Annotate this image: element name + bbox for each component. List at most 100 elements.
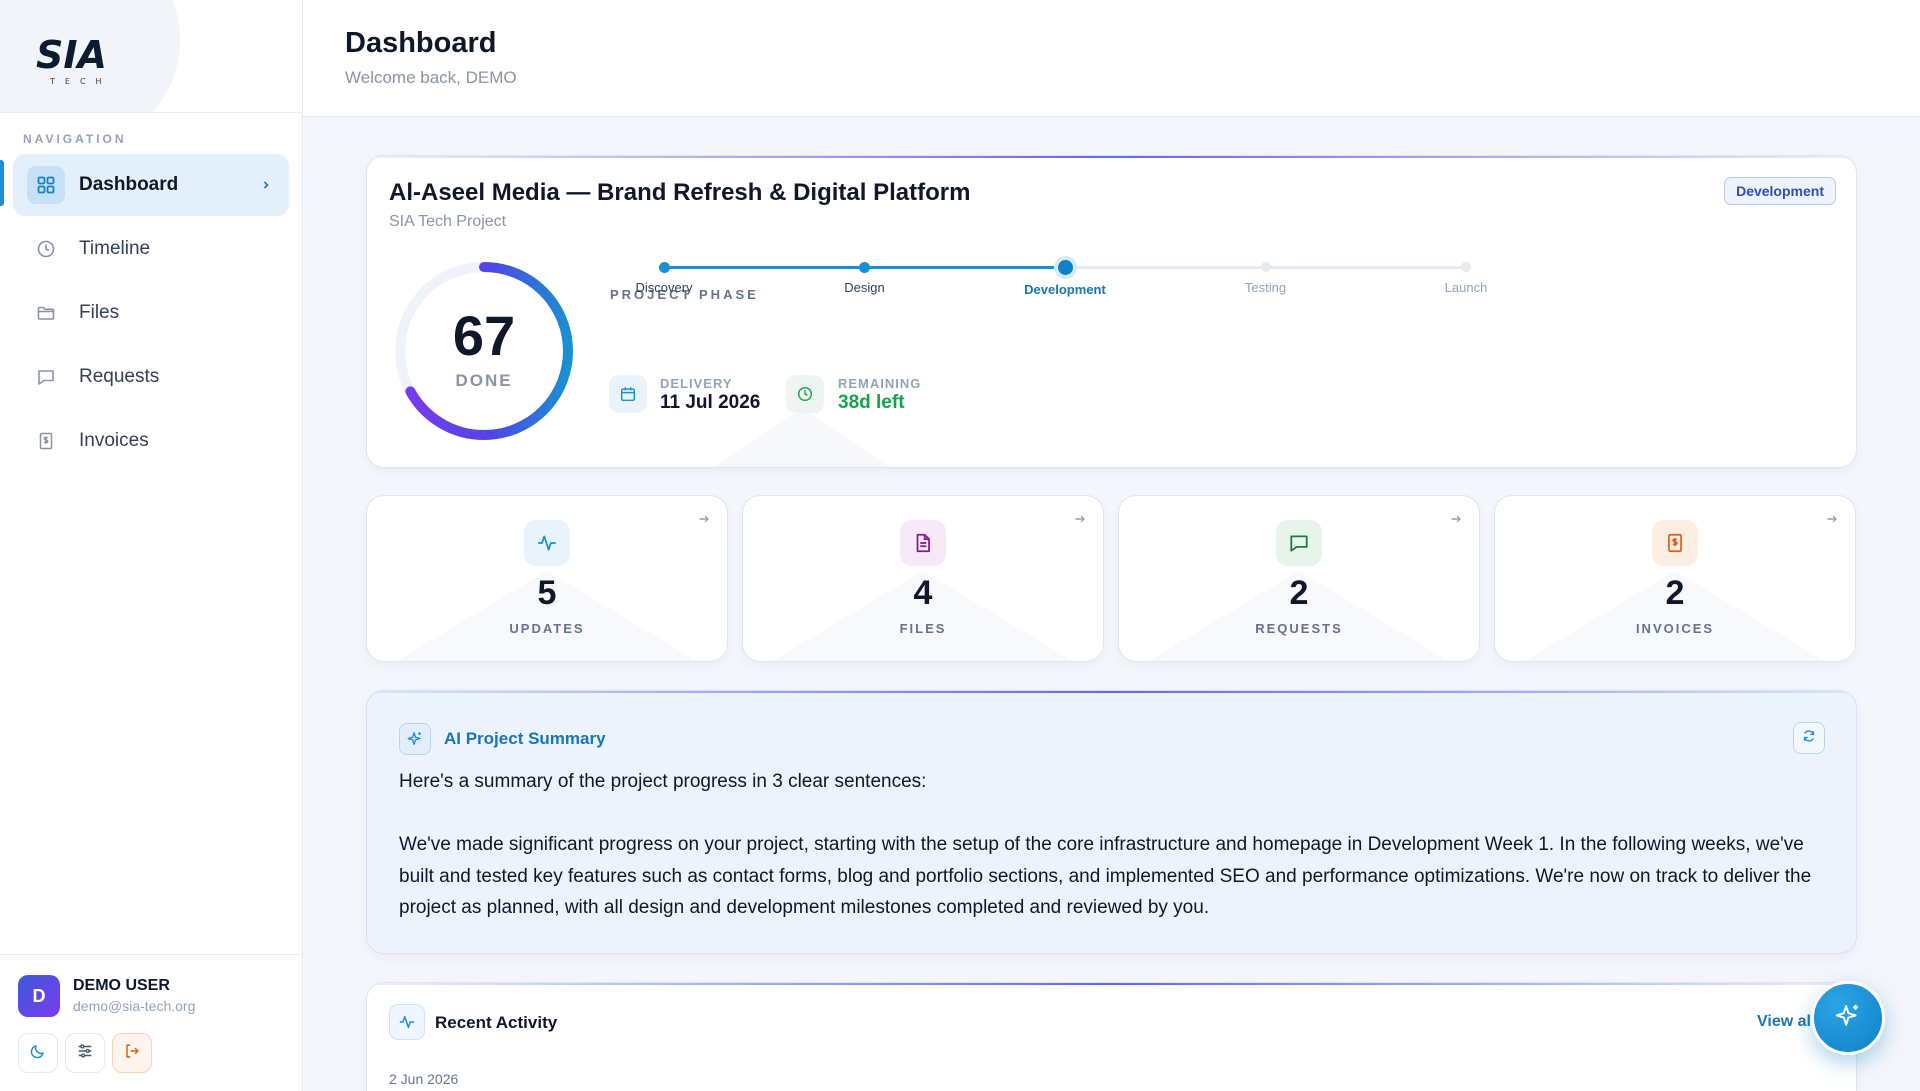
- theme-toggle-button[interactable]: [18, 1033, 58, 1073]
- logo-area: SIA TECH: [0, 0, 303, 113]
- sliders-icon: [76, 1042, 94, 1065]
- refresh-icon: [1801, 728, 1817, 749]
- remaining-label: REMAINING: [838, 376, 922, 391]
- arrow-right-icon: [698, 512, 710, 528]
- stat-label: FILES: [899, 621, 947, 636]
- arrow-right-icon: [1450, 512, 1462, 528]
- user-panel: D DEMO USER demo@sia-tech.org: [0, 954, 303, 1091]
- folder-icon: [27, 294, 65, 332]
- recent-activity-card: Recent Activity View all 2 Jun 2026: [366, 982, 1857, 1091]
- decorative-shape: [1525, 571, 1825, 661]
- phase-label: Launch: [1444, 280, 1488, 295]
- sidebar-item-dashboard[interactable]: Dashboard: [13, 154, 289, 216]
- phase-heading: PROJECT PHASE: [610, 287, 759, 302]
- progress-ring-arc: [395, 262, 573, 440]
- logout-button[interactable]: [112, 1033, 152, 1073]
- clock-icon: [786, 375, 824, 413]
- page-title: Dashboard: [345, 27, 497, 59]
- progress-label: DONE: [455, 371, 513, 390]
- moon-icon: [29, 1042, 47, 1065]
- sidebar-item-requests[interactable]: Requests: [13, 346, 289, 408]
- project-subtitle: SIA Tech Project: [389, 213, 507, 230]
- progress-value: 67: [452, 304, 516, 367]
- phase-dot-design: [859, 261, 870, 273]
- stat-label: UPDATES: [509, 621, 585, 636]
- user-email: demo@sia-tech.org: [73, 998, 196, 1014]
- settings-button[interactable]: [65, 1033, 105, 1073]
- ai-assistant-button[interactable]: [1811, 981, 1885, 1055]
- arrow-right-icon: [1826, 512, 1838, 528]
- logout-icon: [123, 1042, 141, 1065]
- sidebar-item-label: Dashboard: [79, 174, 179, 195]
- view-all-link[interactable]: View all: [1757, 1013, 1816, 1030]
- decorative-shape: [1149, 571, 1449, 661]
- sparkles-icon: [1833, 1001, 1863, 1036]
- page-subtitle: Welcome back, DEMO: [345, 68, 517, 87]
- phase-dot-discovery: [658, 261, 670, 273]
- stat-value: 5: [537, 574, 557, 612]
- chevron-right-icon: [261, 177, 271, 194]
- sidebar-item-timeline[interactable]: Timeline: [13, 218, 289, 280]
- decorative-shape: [397, 571, 697, 661]
- sidebar-item-invoices[interactable]: Invoices: [13, 410, 289, 472]
- clock-icon: [27, 230, 65, 268]
- logo-text: SIA: [36, 33, 107, 77]
- sidebar-item-label: Files: [79, 302, 120, 323]
- project-card: Al-Aseel Media — Brand Refresh & Digital…: [366, 155, 1857, 468]
- nav-heading: NAVIGATION: [23, 132, 127, 146]
- delivery-label: DELIVERY: [660, 376, 733, 391]
- stat-card-files[interactable]: 4 FILES: [742, 495, 1104, 662]
- stat-card-updates[interactable]: 5 UPDATES: [366, 495, 728, 662]
- page-header: Dashboard Welcome back, DEMO: [303, 0, 1920, 117]
- user-name: DEMO USER: [73, 977, 170, 994]
- phase-label: Development: [1024, 282, 1106, 297]
- calendar-icon: [609, 375, 647, 413]
- status-badge: Development: [1724, 177, 1836, 205]
- logo[interactable]: SIA TECH: [36, 36, 112, 86]
- phase-connector: [664, 266, 865, 269]
- delivery-date: 11 Jul 2026: [660, 392, 761, 413]
- phase-label: Discovery: [635, 280, 693, 295]
- decorative-shape: [712, 409, 892, 467]
- ai-summary-card: AI Project Summary Here's a summary of t…: [366, 690, 1857, 954]
- logo-glow: [0, 0, 180, 112]
- project-title: Al-Aseel Media — Brand Refresh & Digital…: [389, 179, 971, 206]
- phase-connector: [864, 266, 1065, 269]
- phase-dot-development: [1057, 259, 1073, 275]
- ai-summary-title: AI Project Summary: [444, 729, 606, 748]
- stat-value: 2: [1665, 574, 1685, 612]
- phase-dot-launch: [1461, 262, 1471, 272]
- card-accent-line: [367, 156, 1856, 158]
- remaining-value: 38d left: [838, 392, 905, 413]
- sidebar-item-label: Timeline: [79, 238, 151, 259]
- progress-ring: [395, 262, 573, 440]
- phase-dot-testing: [1260, 262, 1271, 272]
- message-icon: [27, 358, 65, 396]
- avatar[interactable]: D: [18, 975, 60, 1017]
- ai-summary-body: We've made significant progress on your …: [399, 834, 1812, 918]
- sidebar: SIA TECH NAVIGATION Dashboard Timeline F…: [0, 0, 303, 1091]
- stat-card-requests[interactable]: 2 REQUESTS: [1118, 495, 1480, 662]
- activity-date: 2 Jun 2026: [389, 1071, 459, 1087]
- phase-label: Design: [844, 280, 885, 295]
- message-icon: [1276, 520, 1322, 566]
- phase-connector: [1265, 266, 1466, 269]
- activity-icon: [389, 1004, 425, 1040]
- grid-icon: [27, 166, 65, 204]
- ai-summary-intro: Here's a summary of the project progress…: [399, 771, 927, 792]
- stat-value: 2: [1289, 574, 1309, 612]
- stat-card-invoices[interactable]: 2 INVOICES: [1494, 495, 1856, 662]
- sidebar-item-files[interactable]: Files: [13, 282, 289, 344]
- stat-label: INVOICES: [1635, 621, 1715, 636]
- decorative-shape: [773, 571, 1073, 661]
- sidebar-item-label: Invoices: [79, 430, 149, 451]
- invoice-icon: [1652, 520, 1698, 566]
- refresh-button[interactable]: [1793, 722, 1825, 754]
- sidebar-item-label: Requests: [79, 366, 160, 387]
- phase-connector: [1065, 266, 1266, 269]
- activity-icon: [524, 520, 570, 566]
- stat-label: REQUESTS: [1255, 621, 1343, 636]
- phase-label: Testing: [1244, 280, 1287, 295]
- file-icon: [900, 520, 946, 566]
- card-accent-line: [367, 691, 1856, 693]
